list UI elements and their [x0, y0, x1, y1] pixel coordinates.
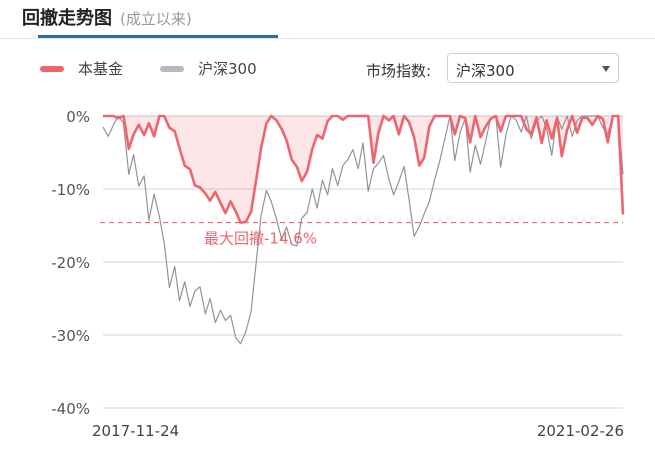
- header-bar: 回撤走势图 (成立以来): [0, 0, 655, 39]
- index-select-dropdown[interactable]: 沪深300: [447, 53, 619, 83]
- x-tick-label: 2021-02-26: [537, 422, 624, 440]
- page-title: 回撤走势图 (成立以来): [22, 4, 192, 30]
- legend-swatch-hs300: [160, 65, 184, 72]
- y-tick-label: -20%: [51, 254, 90, 272]
- legend-item-fund[interactable]: 本基金: [40, 58, 123, 79]
- fund-drawdown-area: [103, 116, 623, 223]
- y-tick-label: -30%: [51, 327, 90, 345]
- series-line-fund: [103, 114, 625, 224]
- chart-grid: [103, 115, 623, 409]
- legend-item-hs300[interactable]: 沪深300: [160, 58, 257, 79]
- series-lines: [102, 114, 625, 345]
- max-drawdown-annotation: 最大回撤-14.6%: [100, 221, 623, 248]
- index-select-value: 沪深300: [456, 62, 515, 80]
- page-subtitle: (成立以来): [120, 10, 192, 28]
- legend-label-hs300: 沪深300: [198, 60, 257, 78]
- y-axis-ticks: 0% -10% -20% -30% -40%: [51, 108, 90, 418]
- page-title-text: 回撤走势图: [22, 8, 112, 29]
- y-tick-label: -40%: [51, 400, 90, 418]
- y-tick-label: -10%: [51, 181, 90, 199]
- fund-area-fill: [103, 116, 623, 223]
- legend-swatch-fund: [40, 65, 64, 72]
- legend-label-fund: 本基金: [78, 60, 124, 78]
- index-selector-label: 市场指数:: [366, 62, 432, 80]
- y-tick-label: 0%: [66, 108, 90, 126]
- title-underline: [38, 35, 278, 38]
- x-axis-ticks: 2017-11-24 2021-02-26: [92, 422, 624, 440]
- max-drawdown-label: 最大回撤-14.6%: [204, 230, 317, 248]
- chevron-down-icon: [602, 66, 610, 72]
- x-tick-label: 2017-11-24: [92, 422, 179, 440]
